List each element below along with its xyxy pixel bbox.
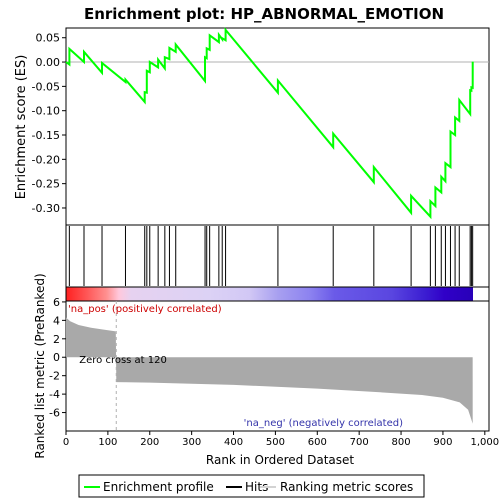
metric-panel: 6 4 2 0 -2 -4 -6 'na_pos' (positively correlat… (33, 273, 490, 459)
legend: Enrichment profile Hits Ranking metric s… (78, 474, 425, 498)
metric-y-tick-label: 2 (53, 333, 60, 346)
legend-label-ranking-metric: Ranking metric scores (280, 480, 413, 494)
zero-cross-label: Zero cross at 120 (79, 355, 167, 366)
es-y-tick-label: 0.05 (36, 32, 61, 45)
es-y-tick-label: -0.15 (32, 129, 60, 142)
ranking-metric-area (66, 317, 473, 424)
positive-correlation-label: 'na_pos' (positively correlated) (68, 304, 222, 315)
metric-y-ticks: 6 4 2 0 -2 -4 -6 (49, 296, 66, 420)
metric-y-tick-label: -6 (49, 407, 60, 420)
metric-y-tick-label: -4 (49, 388, 60, 401)
es-y-ticks: 0.05 0.00 -0.05 -0.10 -0.15 -0.20 -0.25 -0.30 (32, 32, 66, 215)
ranking-color-bar-fill (66, 287, 473, 301)
x-tick-label: 400 (224, 437, 243, 448)
x-tick-label: 0 (63, 437, 69, 448)
x-tick-label: 500 (266, 437, 285, 448)
chart-title: Enrichment plot: HP_ABNORMAL_EMOTION (84, 5, 444, 23)
x-axis-label: Rank in Ordered Dataset (206, 453, 354, 467)
metric-y-tick-label: 4 (53, 314, 60, 327)
legend-label-hits: Hits (245, 480, 268, 494)
x-tick-label: 200 (140, 437, 159, 448)
x-tick-label: 300 (182, 437, 201, 448)
es-panel-frame (65, 27, 490, 226)
metric-y-tick-label: -2 (49, 370, 60, 383)
x-tick-label: 600 (308, 437, 327, 448)
metric-y-tick-label: 0 (53, 351, 60, 364)
es-y-tick-label: 0.00 (36, 56, 61, 69)
es-y-tick-label: -0.20 (32, 153, 60, 166)
x-tick-label: 800 (392, 437, 411, 448)
metric-y-tick-label: 6 (53, 296, 60, 309)
ranking-color-bar (65, 286, 490, 302)
hits-panel (65, 224, 490, 288)
hit-marks (68, 226, 474, 286)
legend-box (78, 474, 425, 498)
enrichment-profile-line (65, 27, 474, 220)
x-tick-label: 100 (98, 437, 117, 448)
x-tick-label: 1,000 (470, 437, 499, 448)
es-y-tick-label: -0.30 (32, 202, 60, 215)
x-tick-label: 900 (433, 437, 452, 448)
metric-y-axis-label: Ranked list metric (PreRanked) (33, 273, 47, 458)
legend-label-enrichment-profile: Enrichment profile (103, 480, 214, 494)
es-y-tick-label: -0.10 (32, 105, 60, 118)
negative-correlation-label: 'na_neg' (negatively correlated) (244, 418, 403, 429)
es-y-tick-label: -0.05 (32, 80, 60, 93)
x-tick-label: 700 (350, 437, 369, 448)
es-panel: 0.05 0.00 -0.05 -0.10 -0.15 -0.20 -0.25 -0.30 E… (14, 27, 490, 226)
es-y-axis-label: Enrichment score (ES) (14, 55, 29, 200)
es-y-tick-label: -0.25 (32, 178, 60, 191)
x-axis-ticks: 0 100 200 300 400 500 600 700 800 900 1,000 (63, 431, 499, 448)
